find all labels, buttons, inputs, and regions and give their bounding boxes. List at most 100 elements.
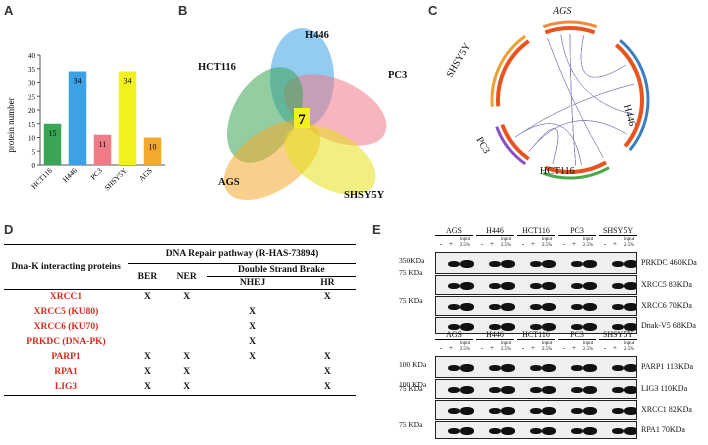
blot-band [583, 322, 597, 331]
circos-arc-outer-hct116 [542, 166, 610, 180]
blot-band [460, 427, 474, 435]
cell-line-label: AGS [435, 226, 473, 236]
circos-label-hct116: HCT116 [540, 166, 575, 177]
dna-repair-table: Dna-K interacting proteins DNA Repair pa… [4, 244, 356, 396]
y-tick-label: 35 [28, 66, 36, 74]
table-row: RPA1 X X X [4, 365, 356, 380]
pathway-mark-nhej: X [249, 337, 257, 347]
circos-chord [547, 37, 604, 158]
table-row: PARP1 X X X X [4, 350, 356, 365]
blot-band [501, 364, 515, 372]
lane-label-input: input 2.5% [582, 341, 594, 352]
blot-band [624, 386, 636, 394]
blot-band [489, 304, 501, 310]
pathway-mark-ber [128, 335, 167, 350]
protein-label: PRKDC 460KDa [641, 258, 697, 267]
venn-label-hct116: HCT116 [198, 62, 236, 73]
y-tick-label: 30 [28, 80, 36, 88]
blot-band [501, 407, 515, 415]
pathway-mark-ber: X [143, 382, 151, 392]
lane-label-input: input 2.5% [582, 237, 594, 248]
blot-band [489, 283, 501, 289]
lane-label-input: input 2.5% [500, 341, 512, 352]
lane-label-neg: - [480, 344, 484, 352]
blot-band [530, 304, 542, 310]
cell-line-label: H446 [476, 226, 514, 236]
blot-band [624, 407, 636, 415]
circos-arc-shsy5y [496, 39, 530, 107]
venn-diagram: 7 [223, 28, 387, 200]
lane-label-input: input 2.5% [541, 237, 553, 248]
panel-label-b: B [178, 3, 188, 18]
circos-chord [528, 120, 627, 152]
circos-arc-ags [544, 26, 596, 35]
blot-band [571, 408, 583, 414]
y-tick-label: 15 [28, 121, 36, 129]
blot-band [448, 261, 460, 267]
circos-chord [560, 34, 635, 116]
blot-band [612, 408, 624, 414]
circos-chord [547, 37, 604, 158]
mw-marker: 100 KDa [399, 380, 427, 389]
table-row: XRCC5 (KU80) X [4, 305, 356, 320]
x-tick-label: SHSY5Y [103, 166, 130, 193]
lane-label-pos: + [572, 240, 576, 248]
blot-band [583, 386, 597, 394]
blot-band [460, 303, 474, 311]
y-tick-label: 0 [32, 162, 36, 170]
pathway-mark-nhej [207, 365, 299, 380]
lane-label-pos: + [613, 344, 617, 352]
blot-strip [435, 356, 637, 378]
blot-band [571, 323, 583, 330]
cell-line-label: H446 [476, 330, 514, 340]
col-nhej: NHEJ [239, 278, 266, 288]
blot-band [624, 427, 636, 435]
table-row: XRCC6 (KU70) X [4, 320, 356, 335]
blot-band [624, 322, 636, 331]
lane-label-input: input 2.5% [541, 341, 553, 352]
pathway-mark-hr: X [323, 367, 331, 377]
circos-chord [547, 37, 604, 158]
blot-band [583, 407, 597, 415]
lane-label-pos: + [490, 240, 494, 248]
lane-label-neg: - [603, 344, 607, 352]
blot-strip [435, 252, 637, 274]
blot-band [501, 260, 515, 268]
blot-band [448, 408, 460, 414]
pathway-header: DNA Repair pathway (R-HAS-73894) [165, 249, 319, 259]
lane-label-pos: + [531, 344, 535, 352]
bar-chart: protein number 051015202530354015HCT1163… [6, 52, 165, 193]
y-tick-label: 25 [28, 93, 36, 101]
mw-marker: 100 KDa [399, 360, 427, 369]
pathway-mark-hr: X [323, 352, 331, 362]
lane-label-neg: - [562, 240, 566, 248]
venn-center-count: 7 [298, 112, 306, 128]
blot-band [460, 386, 474, 394]
bar [68, 71, 87, 165]
pathway-mark-nhej: X [249, 307, 257, 317]
venn-label-shsy5y: SHSY5Y [344, 190, 385, 201]
blot-band [501, 386, 515, 394]
venn-center-highlight [294, 108, 310, 128]
circos-arc-pc3 [500, 123, 530, 161]
blot-band [571, 283, 583, 289]
table-row: LIG3 X X X [4, 380, 356, 396]
circos-chord [580, 35, 627, 78]
cell-line-label: PC3 [558, 330, 596, 340]
lane-label-neg: - [521, 344, 525, 352]
circos-chord [515, 83, 635, 138]
protein-label: XRCC6 70KDa [641, 301, 692, 310]
pathway-mark-ner: X [183, 352, 191, 362]
blot-band [624, 260, 636, 268]
pathway-mark-ner [167, 320, 207, 335]
blot-band [501, 322, 515, 331]
blot-band [489, 323, 501, 330]
venn-ellipse-shsy5y [284, 125, 376, 195]
lane-label-input: input 2.5% [459, 341, 471, 352]
blot-band [530, 408, 542, 414]
pathway-mark-hr: X [323, 292, 331, 302]
y-tick-label: 10 [28, 135, 36, 143]
circos-chord [580, 35, 627, 78]
cell-line-label: PC3 [558, 226, 596, 236]
blot-band [571, 261, 583, 267]
